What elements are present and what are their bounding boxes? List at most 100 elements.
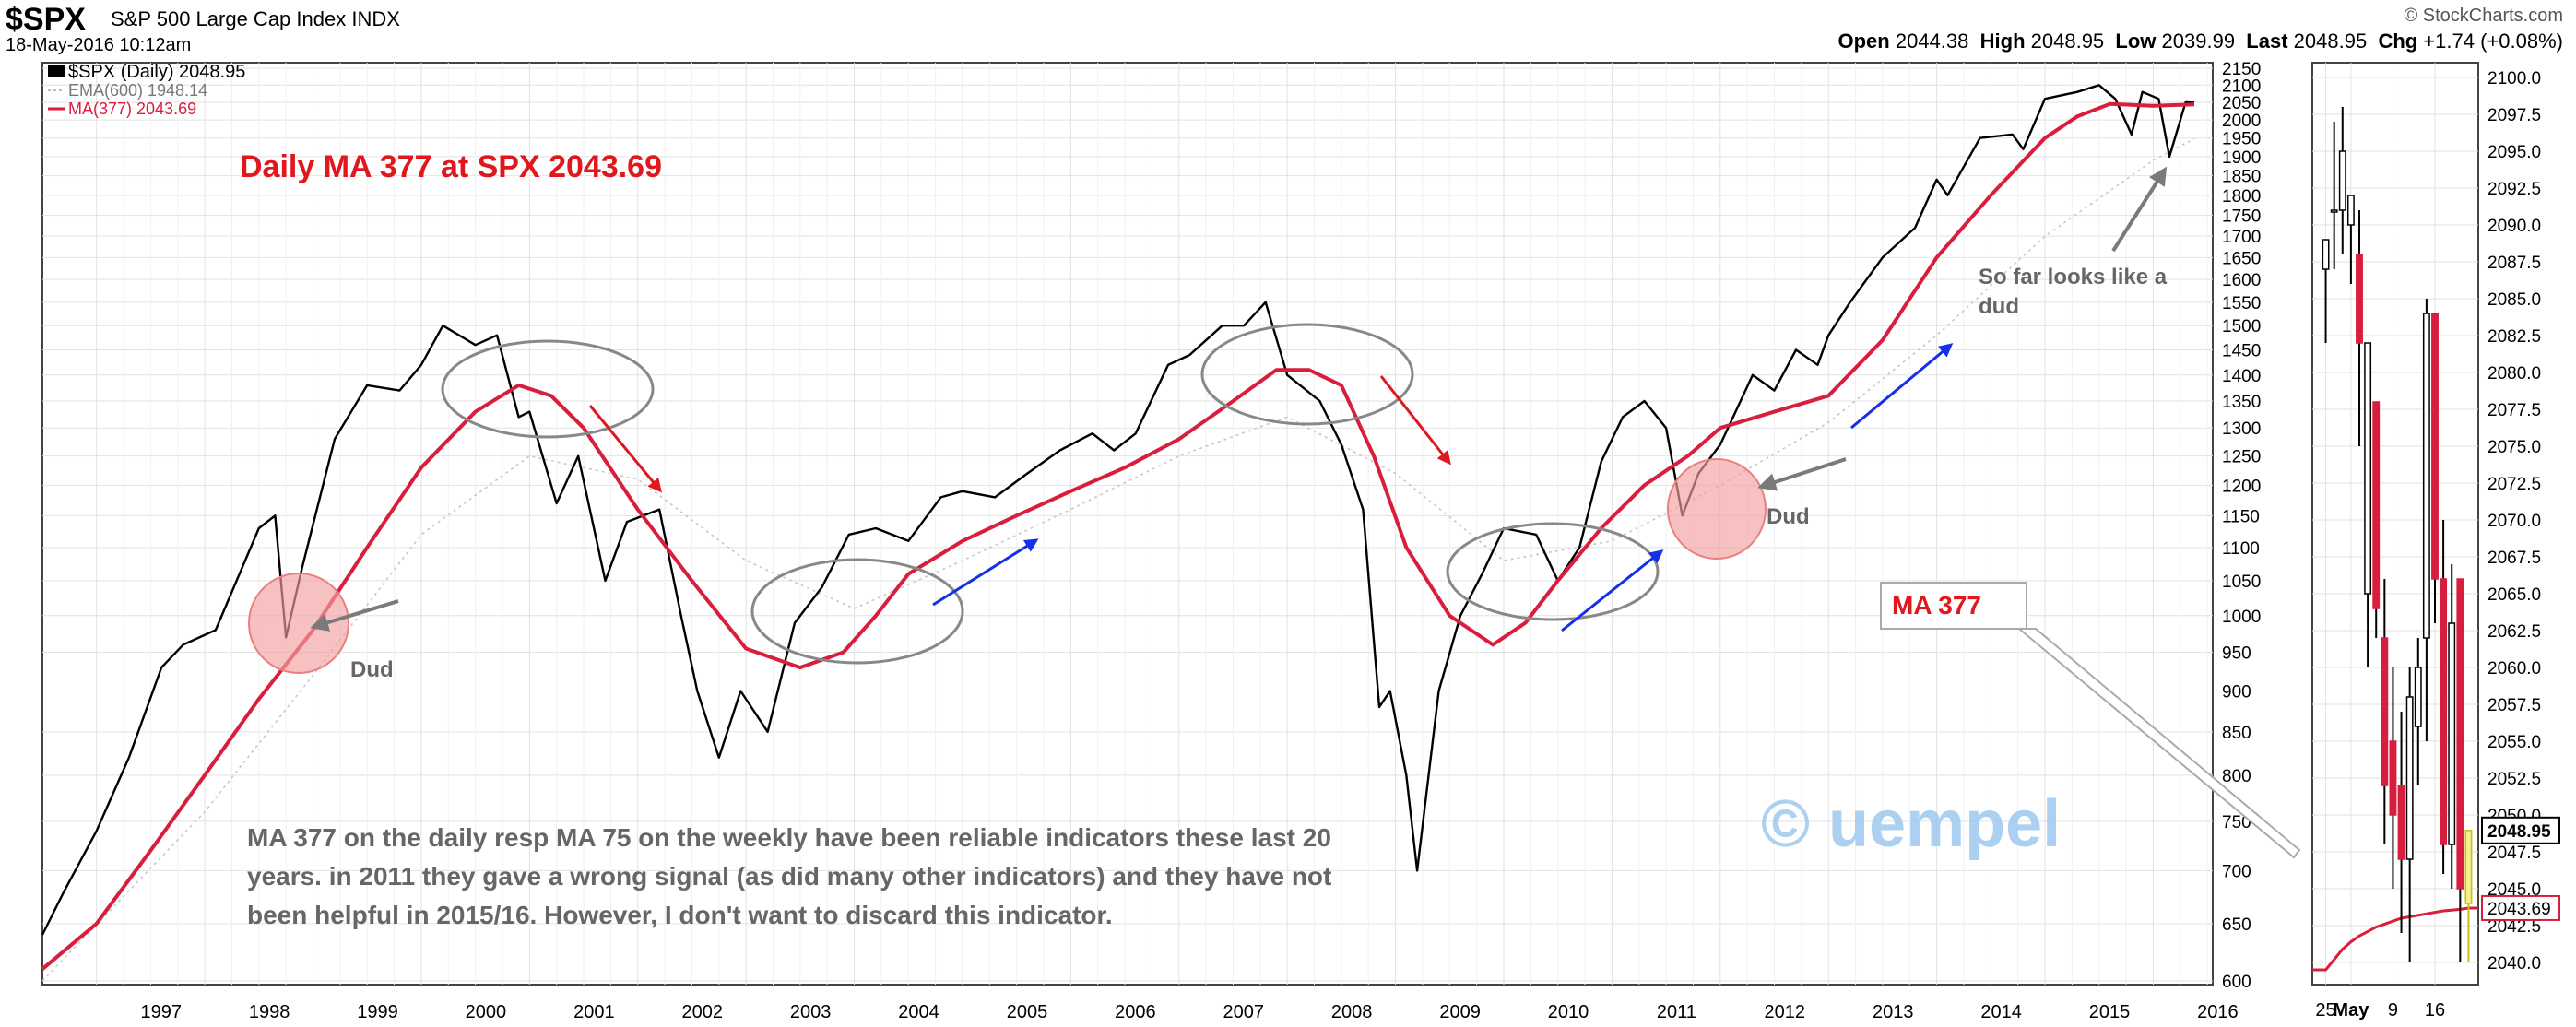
main-y-tick-label: 1400: [2222, 367, 2261, 386]
highlight-circle-2011: [1667, 458, 1767, 560]
detail-x-tick-label: 25: [2315, 1000, 2335, 1021]
main-y-tick-label: 850: [2222, 724, 2251, 743]
watermark: © uempel: [1761, 787, 2061, 861]
main-y-tick-label: 1250: [2222, 448, 2261, 467]
detail-candle-body: [2422, 313, 2430, 639]
detail-y-tick-label: 2092.5: [2487, 180, 2541, 199]
detail-ma-box: [2481, 894, 2560, 921]
detail-y-tick-label: 2075.0: [2487, 438, 2541, 457]
legend-swatch-price: [48, 65, 65, 77]
chg-label: Chg: [2378, 30, 2418, 53]
main-y-tick-label: 900: [2222, 682, 2251, 702]
arrow-gray-2: [1757, 457, 1847, 491]
arrow-blue-3: [1850, 343, 1954, 430]
main-y-tick-label: 1800: [2222, 187, 2261, 207]
detail-candle-body: [2381, 637, 2389, 786]
main-y-tick-label: 1700: [2222, 228, 2261, 247]
detail-y-tick-label: 2100.0: [2487, 69, 2541, 89]
detail-y-tick-label: 2072.5: [2487, 475, 2541, 494]
detail-y-tick-label: 2052.5: [2487, 770, 2541, 789]
date-label: 18-May-2016 10:12am: [6, 35, 192, 55]
detail-y-tick-label: 2085.0: [2487, 290, 2541, 310]
detail-y-tick-label: 2082.5: [2487, 327, 2541, 347]
main-y-axis: 600 650 700 750 800 850 900 950 1000 1050 1100 1150…: [2222, 60, 2261, 992]
detail-y-tick-label: 2090.0: [2487, 217, 2541, 236]
main-y-tick-label: 1450: [2222, 342, 2261, 361]
ma-callout-box: [1880, 582, 2027, 630]
detail-series: 2048.95 2043.69: [2312, 107, 2560, 972]
last-label: Last: [2246, 30, 2288, 53]
detail-y-tick-label: 2067.5: [2487, 549, 2541, 568]
main-y-tick-label: 1500: [2222, 317, 2261, 336]
arrow-red-1: [588, 405, 662, 493]
main-y-tick-label: 700: [2222, 862, 2251, 881]
main-y-tick-label: 1200: [2222, 477, 2261, 496]
detail-y-tick-label: 2060.0: [2487, 659, 2541, 679]
main-x-tick-label: 2008: [1331, 1002, 1373, 1022]
detail-candle-body: [2440, 578, 2448, 845]
highlight-circle-1998: [248, 573, 349, 674]
main-y-tick-label: 600: [2222, 973, 2251, 992]
detail-y-tick-label: 2070.0: [2487, 512, 2541, 531]
detail-candle-body: [2448, 622, 2456, 845]
arrow-blue-1: [932, 538, 1039, 607]
symbol-label: $SPX: [6, 2, 86, 37]
detail-y-tick-label: 2095.0: [2487, 143, 2541, 162]
annotation-note-line3: been helpful in 2015/16. However, I don'…: [247, 901, 1113, 929]
main-y-tick-label: 1600: [2222, 271, 2261, 290]
legend-ma: MA(377) 2043.69: [68, 100, 196, 118]
annotation-dud-2: Dud: [1767, 504, 1810, 529]
detail-candle-body: [2330, 209, 2338, 213]
main-series: [41, 84, 2195, 982]
detail-candle-body: [2397, 785, 2405, 860]
last-value: 2048.95: [2293, 30, 2368, 53]
main-y-tick-label: 1150: [2222, 507, 2260, 526]
main-y-tick-label: 950: [2222, 644, 2251, 664]
ellipse-2000-top: [441, 339, 655, 439]
main-x-tick-label: 2012: [1765, 1002, 1806, 1022]
main-y-tick-label: 1000: [2222, 608, 2261, 627]
detail-candle-body: [2405, 696, 2414, 860]
detail-candle-body: [2372, 401, 2381, 609]
detail-y-tick-label: 2077.5: [2487, 401, 2541, 420]
main-y-tick-label: 1550: [2222, 294, 2261, 313]
main-x-tick-label: 1998: [249, 1002, 290, 1022]
index-name: S&P 500 Large Cap Index: [111, 7, 347, 30]
main-x-tick-label: 2001: [573, 1002, 615, 1022]
detail-candle-body: [2389, 740, 2397, 816]
main-y-tick-label: 1050: [2222, 573, 2261, 592]
ma-callout-pointer: [2016, 628, 2301, 859]
main-x-tick-label: 2015: [2089, 1002, 2131, 1022]
index-name-label: S&P 500 Large Cap Index INDX: [111, 7, 400, 31]
annotations: Daily MA 377 at SPX 2043.69 Dud Dud So f…: [240, 149, 2301, 929]
main-plot-area: [41, 62, 2214, 986]
detail-candle-body: [2338, 150, 2346, 211]
open-label: Open: [1837, 30, 1890, 53]
legend-price: $SPX (Daily) 2048.95: [68, 62, 245, 82]
main-y-tick-label: 1750: [2222, 207, 2261, 227]
annotation-note-line1: MA 377 on the daily resp MA 75 on the we…: [247, 823, 1331, 852]
detail-candle-body: [2414, 667, 2422, 727]
main-y-tick-label: 2100: [2222, 77, 2261, 96]
main-x-tick-label: 2009: [1439, 1002, 1481, 1022]
detail-y-tick-label: 2040.0: [2487, 954, 2541, 974]
exchange-label: INDX: [351, 7, 400, 30]
arrow-red-2: [1379, 375, 1451, 466]
detail-candle-body: [2346, 195, 2355, 226]
detail-candle-body: [2464, 830, 2473, 904]
annotation-dud-1: Dud: [350, 657, 394, 682]
ellipse-2007-top: [1200, 323, 1414, 426]
low-value: 2039.99: [2161, 30, 2236, 53]
main-x-tick-label: 2000: [466, 1002, 507, 1022]
main-y-tick-label: 1100: [2222, 539, 2260, 559]
detail-candle-body: [2431, 313, 2439, 580]
main-y-tick-label: 2150: [2222, 60, 2261, 79]
low-label: Low: [2115, 30, 2157, 53]
main-x-tick-label: 2007: [1223, 1002, 1265, 1022]
detail-y-tick-label: 2087.5: [2487, 254, 2541, 273]
source-credit: © StockCharts.com: [2404, 6, 2563, 26]
detail-plot-area: [2311, 62, 2479, 986]
main-x-tick-label: 2005: [1007, 1002, 1048, 1022]
